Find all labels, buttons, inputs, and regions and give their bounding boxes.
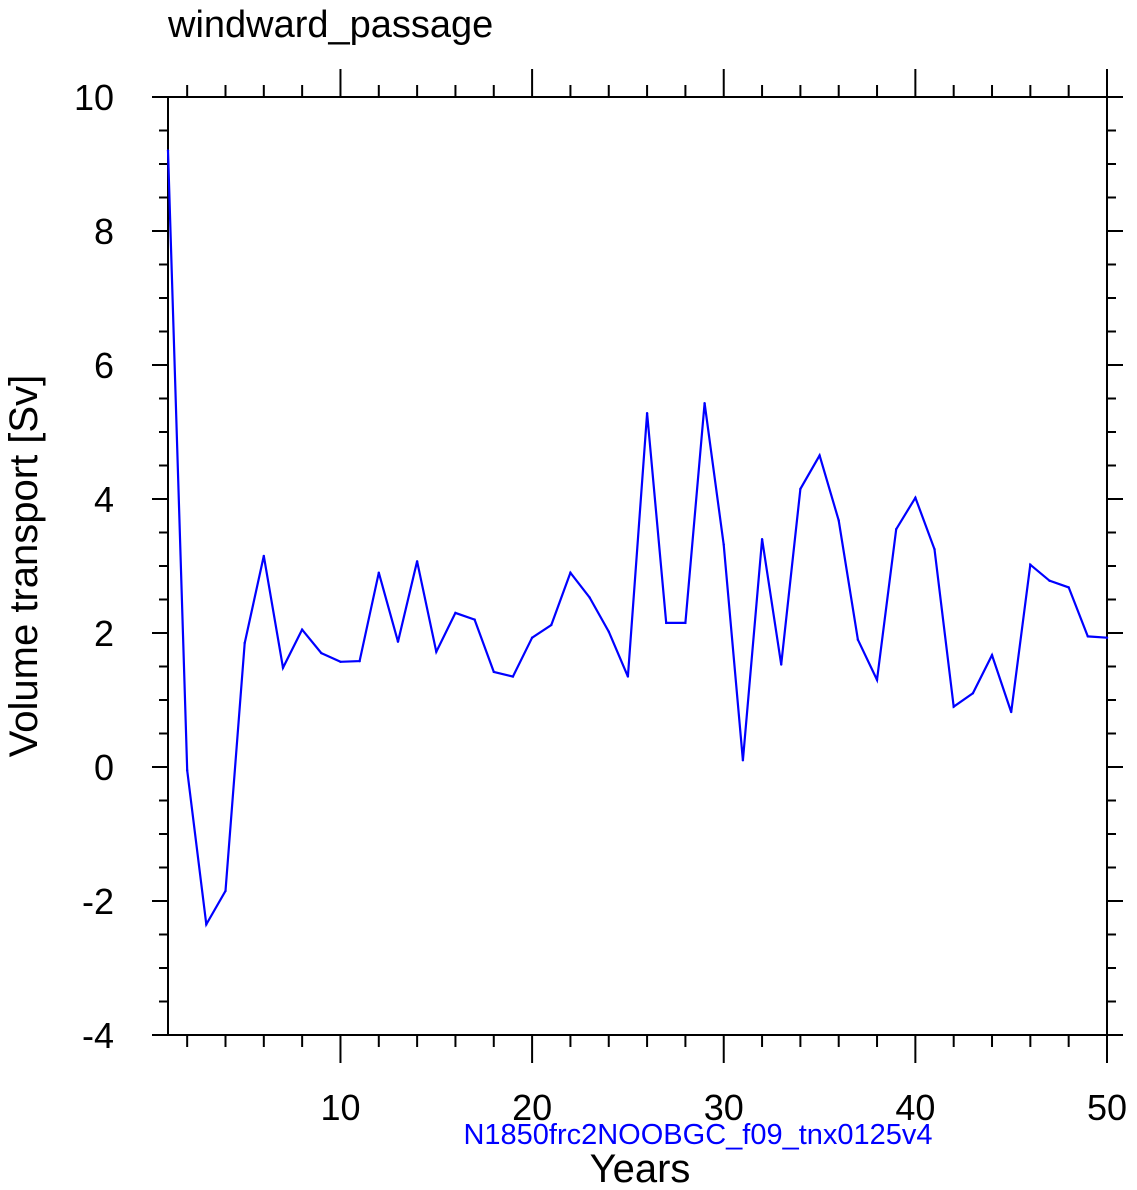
- data-point: [1029, 563, 1032, 566]
- data-point: [300, 628, 304, 631]
- y-tick-label: 4: [94, 479, 114, 520]
- data-point: [799, 487, 802, 491]
- data-point: [339, 660, 342, 664]
- data-point: [473, 618, 476, 621]
- y-tick-label: 6: [94, 345, 114, 386]
- data-point: [1067, 586, 1070, 589]
- x-tick-label: 10: [320, 1087, 360, 1128]
- data-point: [684, 621, 687, 625]
- data-point: [1086, 635, 1090, 638]
- data-point: [722, 543, 725, 546]
- data-point: [396, 640, 400, 643]
- data-point: [914, 496, 917, 499]
- data-point: [166, 149, 170, 152]
- y-tick-labels: -4 -2 0 2 4 6 8 10: [74, 77, 114, 1056]
- data-point: [760, 538, 764, 541]
- x-axis-label: Years: [590, 1147, 691, 1190]
- y-tick-label: -4: [82, 1015, 114, 1056]
- y-axis-label: Volume transport [Sv]: [2, 375, 46, 757]
- x-tick-label: 30: [704, 1087, 744, 1128]
- data-point: [1105, 636, 1109, 639]
- plot-frame: [167, 96, 1108, 1036]
- data-point: [741, 759, 745, 762]
- data-point: [415, 560, 419, 563]
- data-point: [952, 705, 955, 708]
- data-point: [1009, 710, 1013, 714]
- data-point: [971, 692, 975, 695]
- x-tick-labels: 10 20 30 40 50: [320, 1087, 1127, 1128]
- data-point: [511, 675, 515, 678]
- y-tick-label: 8: [94, 211, 114, 252]
- data-point: [435, 650, 438, 653]
- data-point: [205, 923, 208, 926]
- data-point: [837, 519, 840, 522]
- data-point: [1048, 579, 1051, 582]
- data-point: [377, 571, 380, 574]
- data-point: [224, 889, 227, 893]
- data-point: [185, 769, 189, 772]
- data-points: [166, 149, 1109, 926]
- data-point: [607, 630, 610, 633]
- data-point: [780, 663, 783, 666]
- y-tick-label: -2: [82, 881, 114, 922]
- y-tick-label: 2: [94, 613, 114, 654]
- data-point: [492, 670, 495, 674]
- data-point: [530, 636, 534, 639]
- data-point: [818, 454, 821, 457]
- y-tick-label: 10: [74, 77, 114, 118]
- data-point: [588, 596, 591, 599]
- data-point: [895, 527, 898, 531]
- data-point: [875, 678, 879, 682]
- data-point: [626, 675, 630, 678]
- x-tick-label: 50: [1087, 1087, 1127, 1128]
- data-point: [243, 641, 246, 645]
- case-subtitle: N1850frc2NOOBGC_f09_tnx0125v4: [463, 1119, 932, 1151]
- x-tick-label: 20: [512, 1087, 552, 1128]
- data-point: [933, 548, 936, 551]
- axis-ticks: [152, 69, 1123, 1063]
- data-point: [320, 651, 323, 655]
- data-point: [703, 401, 706, 405]
- data-point: [665, 621, 668, 625]
- data-point: [569, 571, 572, 574]
- data-point: [358, 659, 361, 663]
- data-point: [645, 412, 649, 415]
- y-tick-label: 0: [94, 747, 114, 788]
- data-point: [990, 653, 994, 657]
- x-tick-label: 40: [895, 1087, 935, 1128]
- series-line: [166, 150, 1108, 928]
- data-point: [454, 611, 457, 615]
- data-point: [262, 554, 266, 558]
- data-point: [856, 638, 860, 641]
- data-point: [281, 666, 285, 670]
- data-point: [550, 623, 553, 627]
- chart-title: windward_passage: [167, 4, 493, 46]
